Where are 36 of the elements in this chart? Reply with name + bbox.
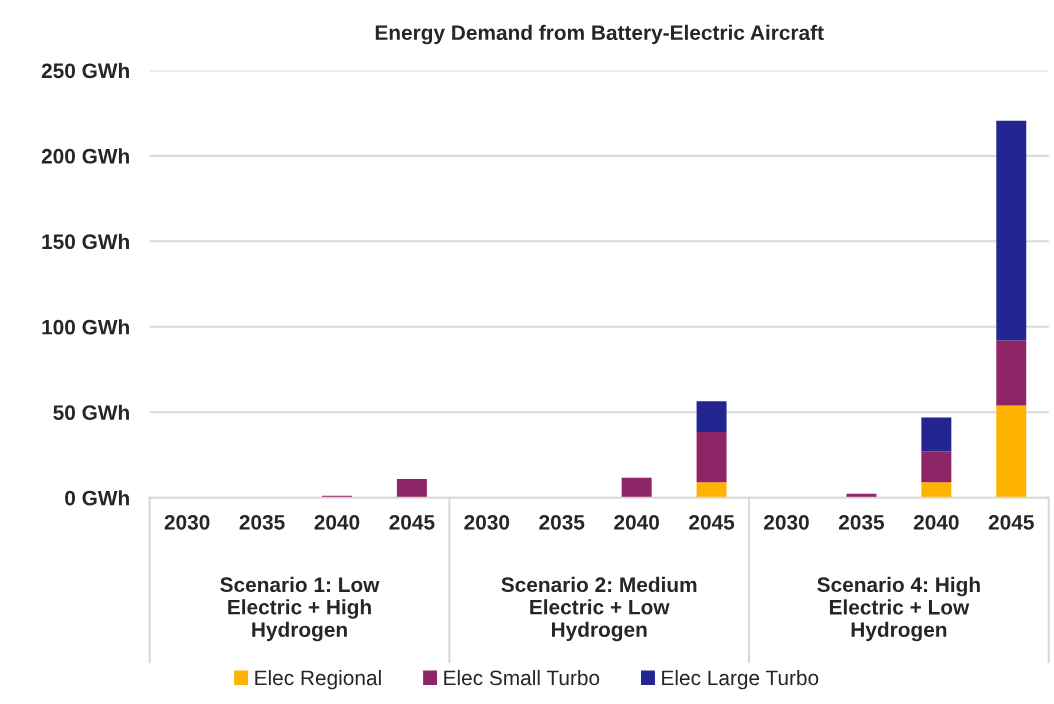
bar [921,451,952,483]
y-tick-label: 100 GWh [42,319,129,335]
bar [921,482,952,498]
x-tick-label: 2030 [764,514,809,530]
bar [696,401,727,432]
bar [996,340,1027,406]
legend-label: Elec Regional [255,669,381,690]
y-tick-label: 50 GWh [53,404,129,421]
x-tick-label: 2040 [314,514,360,530]
x-tick-label: 2045 [988,514,1034,530]
x-tick-label: 2040 [614,514,659,530]
legend-label: Elec Large Turbo [662,669,819,690]
x-tick-label: 2045 [389,514,435,530]
bar [696,431,727,483]
text: Scenario 4: High Electric + Low Hydrogen [817,576,980,642]
x-tick-label: 2035 [838,514,885,530]
y-tick-label: 200 GWh [41,148,129,164]
x-tick-label: 2040 [913,514,959,530]
bar [996,405,1027,498]
bar [996,120,1027,341]
y-tick-label: 250 GWh [41,62,129,79]
x-tick-label: 2035 [539,514,585,530]
bar [696,482,727,498]
bar [921,417,952,452]
text: Scenario 2: Medium Electric + Low Hydrogen [501,576,697,642]
legend-label: Elec Small Turbo [444,669,600,686]
bar [396,478,427,498]
y-tick-label: 150 GWh [42,233,129,250]
x-tick-label: 2030 [164,514,210,530]
x-tick-label: 2030 [464,514,510,530]
y-tick-label: 0 GWh [65,490,129,506]
x-tick-label: 2035 [239,514,285,530]
text: Scenario 1: Low Electric + High Hydrogen [220,576,380,642]
chart-title: Energy Demand from Battery-Electric Aircraft [375,24,824,45]
x-tick-label: 2045 [689,514,735,530]
bar [621,477,652,498]
